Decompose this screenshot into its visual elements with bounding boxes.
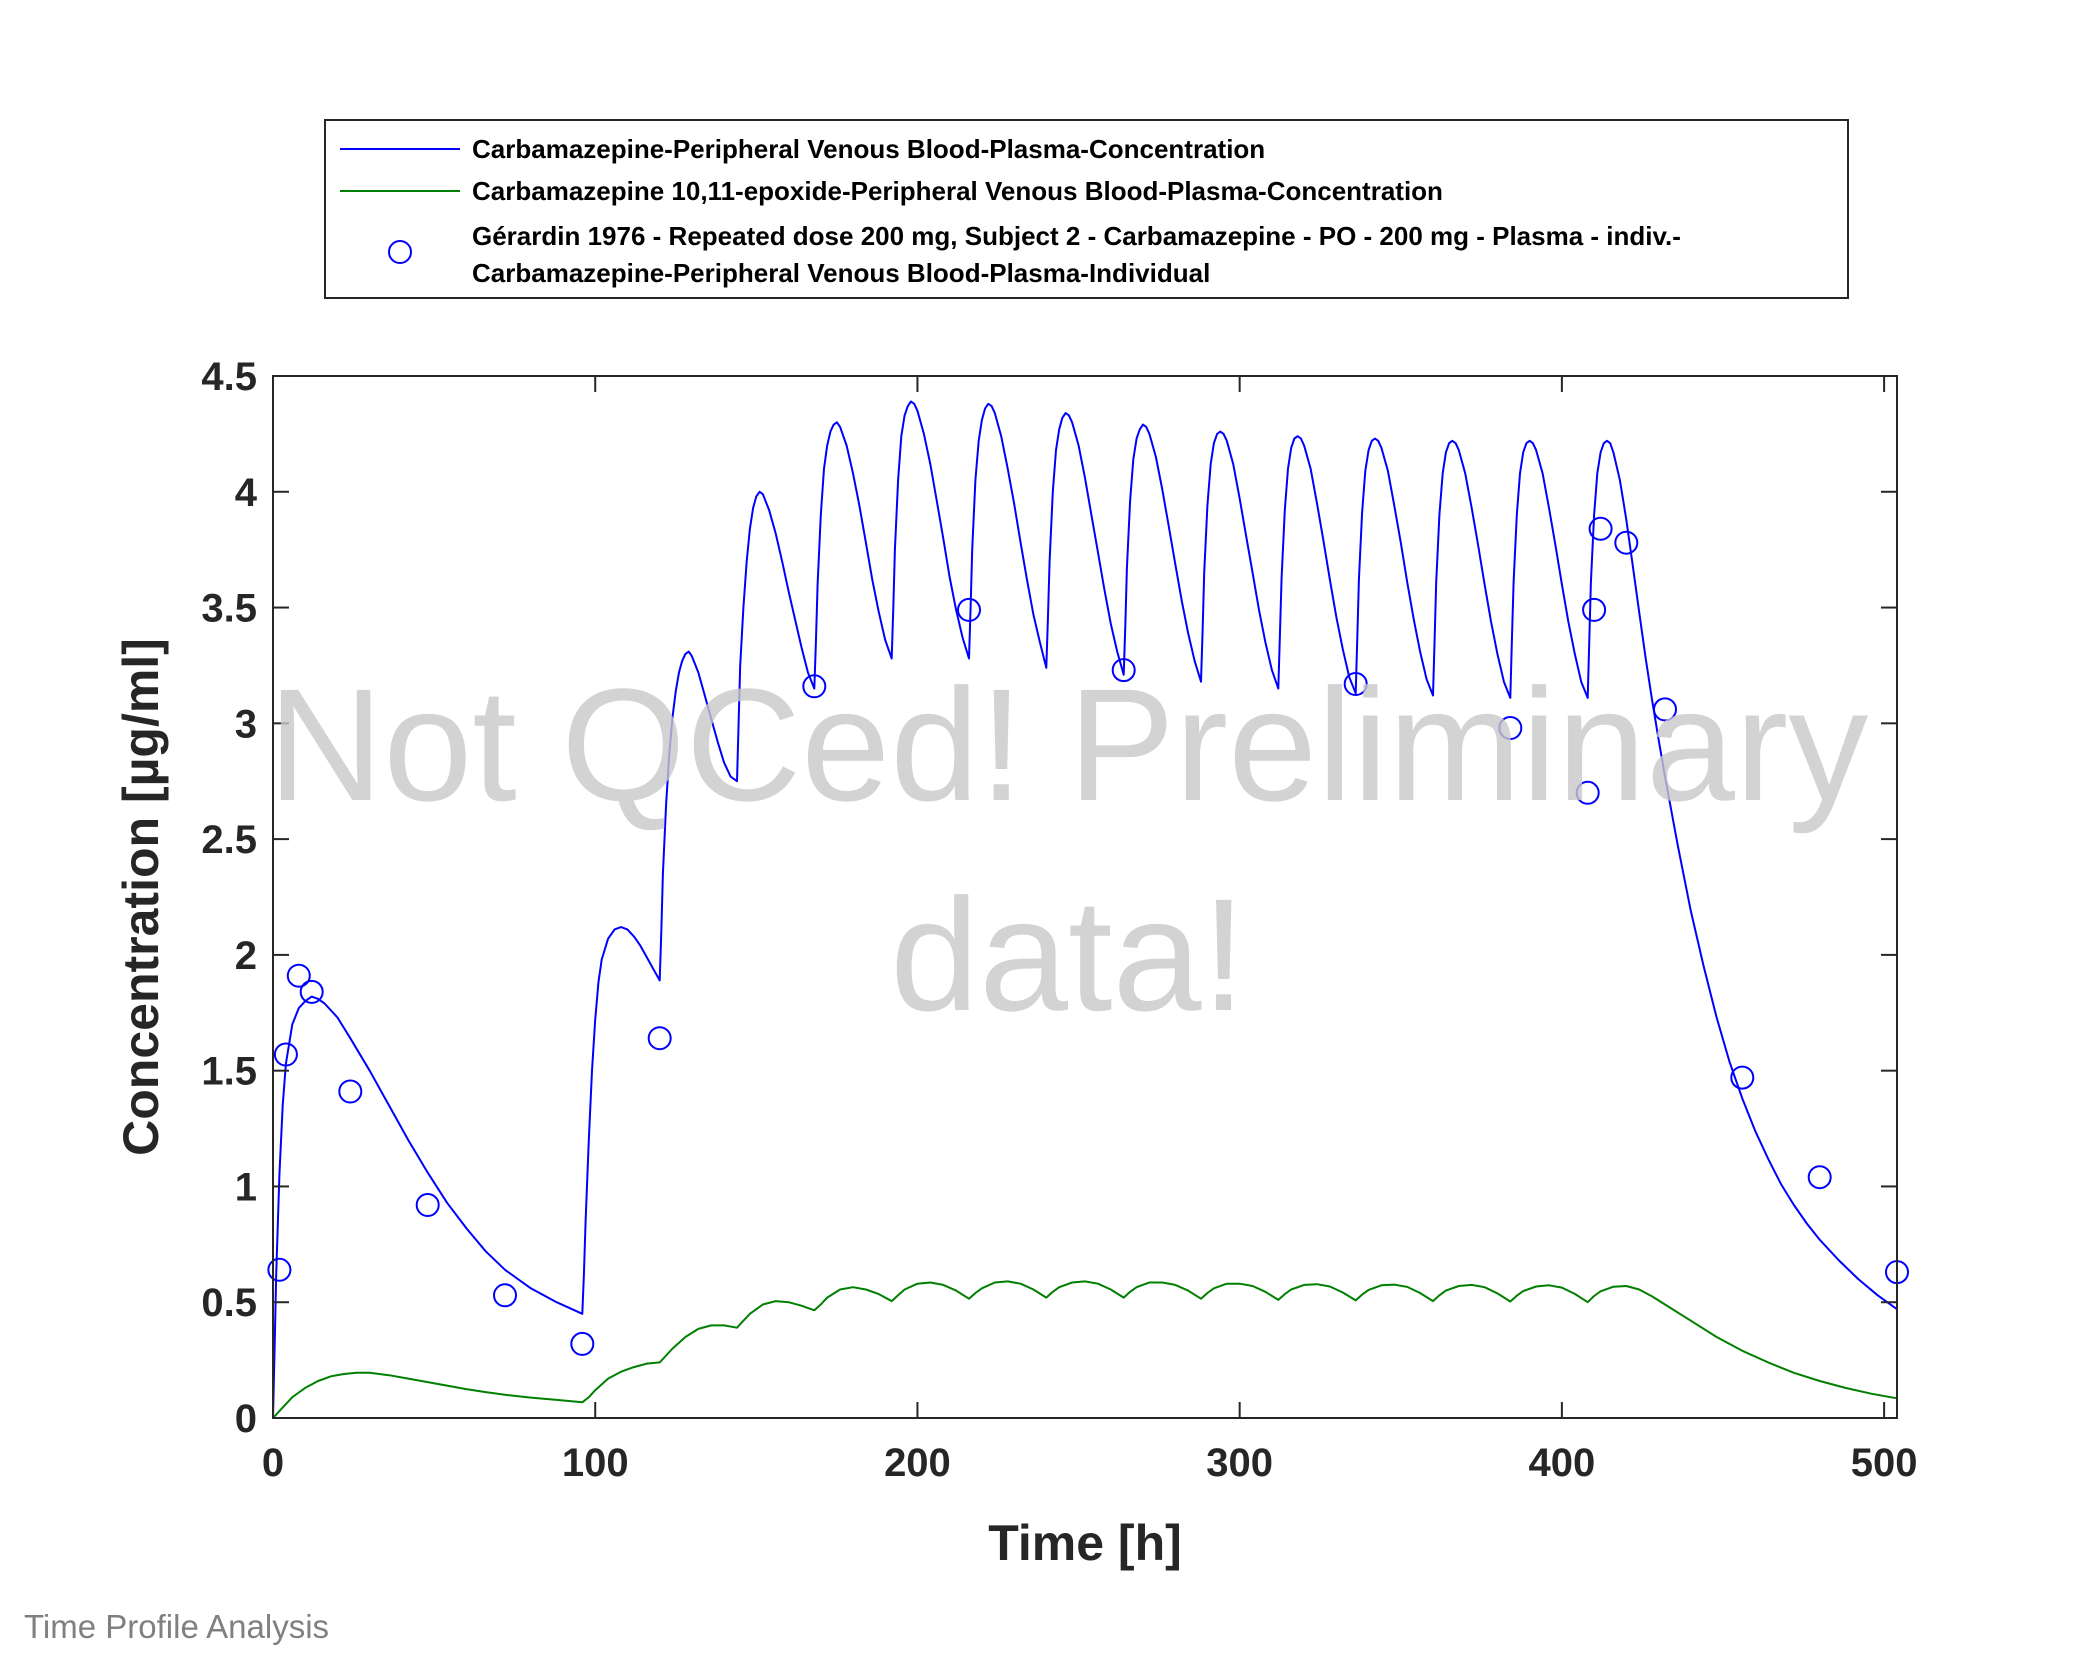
legend: Carbamazepine-Peripheral Venous Blood-Pl…	[324, 119, 1849, 299]
y-tick-label: 0.5	[201, 1281, 257, 1325]
data-point	[1343, 672, 1368, 696]
y-tick-label: 3.5	[201, 587, 257, 631]
y-tick-label: 1	[235, 1165, 257, 1209]
x-tick-label: 400	[1529, 1441, 1596, 1485]
data-point	[286, 963, 311, 988]
ticks-layer: 0 100 200 300 400 500 0 0.5 1 1.5 2 2.5 3 3.5 4 4.5	[201, 355, 1917, 1485]
data-point	[1111, 658, 1136, 683]
axes-box	[273, 376, 1897, 1418]
data-point	[647, 1026, 672, 1051]
data-point	[957, 597, 981, 622]
data-point	[1582, 597, 1607, 622]
data-point	[273, 1042, 298, 1067]
legend-box	[324, 119, 1849, 299]
footer-title: Time Profile Analysis	[24, 1608, 330, 1645]
x-axis-label: Time [h]	[988, 1515, 1182, 1571]
y-axis-label: Concentration [µg/ml]	[113, 638, 169, 1156]
data-point	[802, 674, 827, 699]
series-line-1	[272, 1280, 1898, 1419]
data-point	[1614, 530, 1639, 555]
data-point	[1653, 697, 1677, 722]
data-point	[1588, 516, 1613, 541]
data-point	[493, 1283, 517, 1308]
data-point	[338, 1079, 363, 1104]
legend-entry-observed-line1: Gérardin 1976 - Repeated dose 200 mg, Su…	[472, 221, 1681, 251]
y-tick-label: 4	[235, 471, 258, 515]
x-tick-label: 0	[262, 1441, 284, 1485]
series-layer	[267, 400, 1909, 1419]
data-point	[415, 1193, 440, 1217]
legend-entry-parent: Carbamazepine-Peripheral Venous Blood-Pl…	[472, 134, 1265, 164]
y-tick-label: 3	[235, 702, 257, 746]
watermark-line-1: Not QCed! Preliminary	[268, 655, 1868, 834]
watermark-line-2: data!	[890, 865, 1246, 1044]
data-point	[1575, 780, 1600, 805]
y-tick-label: 4.5	[201, 355, 257, 399]
data-point	[1498, 716, 1523, 740]
legend-swatch-observed-marker	[388, 240, 412, 264]
y-tick-label: 1.5	[201, 1050, 257, 1094]
x-tick-label: 200	[884, 1441, 951, 1485]
legend-entry-observed-line2: Carbamazepine-Peripheral Venous Blood-Pl…	[472, 258, 1210, 288]
legend-entry-metabolite: Carbamazepine 10,11-epoxide-Peripheral V…	[472, 176, 1443, 206]
data-point	[267, 1257, 292, 1282]
y-tick-label: 0	[235, 1397, 257, 1441]
watermark: Not QCed! Preliminary data!	[268, 655, 1868, 1044]
y-tick-label: 2.5	[201, 818, 257, 862]
x-tick-label: 300	[1206, 1441, 1273, 1485]
data-point	[299, 979, 324, 1004]
y-tick-label: 2	[235, 934, 257, 978]
x-tick-label: 500	[1851, 1441, 1918, 1485]
data-point	[570, 1331, 595, 1356]
data-point	[1807, 1165, 1832, 1190]
plot-area: 0 100 200 300 400 500 0 0.5 1 1.5 2 2.5 3 3.5 4 4.5	[201, 355, 1917, 1485]
axes-frame	[272, 375, 1898, 1419]
data-point	[1730, 1065, 1755, 1090]
series-line-0	[272, 400, 1898, 1419]
x-tick-label: 100	[562, 1441, 629, 1485]
